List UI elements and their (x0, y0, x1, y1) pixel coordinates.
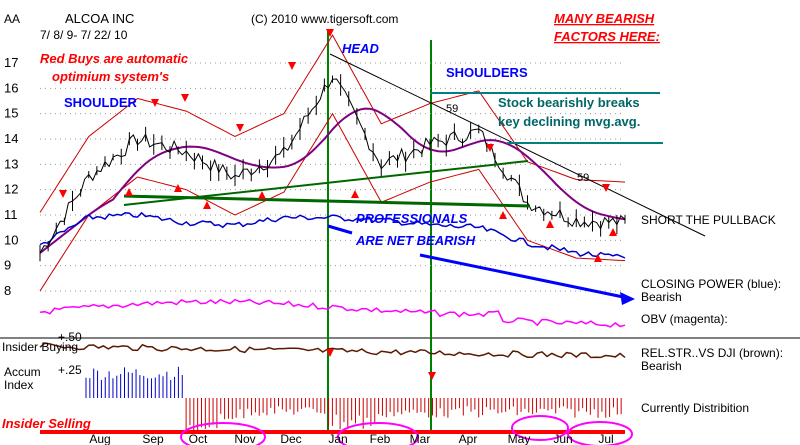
down-trendline (329, 53, 706, 237)
label-obv: OBV (magenta): (641, 312, 728, 326)
label-relstr-1: REL.STR..VS DJI (brown): (641, 346, 783, 360)
label-insider-selling: Insider Selling (2, 416, 91, 431)
sell-arrow (181, 94, 189, 102)
accum-histogram (85, 366, 622, 433)
y-tick-label: 17 (4, 55, 18, 70)
y-tick-label: 14 (4, 131, 18, 146)
annotation-head: HEAD (342, 41, 379, 56)
annotation-breaks-2: key declining mvg.avg. (498, 114, 640, 129)
label-relstr-2: Bearish (641, 359, 682, 373)
x-tick-label: Dec (280, 432, 301, 445)
label-distribution: Currently Distribition (641, 401, 749, 415)
label-closing-power-2: Bearish (641, 290, 682, 304)
annotation-breaks-1: Stock bearishly breaks (498, 95, 640, 110)
sell-arrow (326, 29, 334, 37)
label-closing-power-1: CLOSING POWER (blue): (641, 277, 781, 291)
distribution-circles (180, 415, 633, 445)
label-insider-buying: Insider Buying (2, 340, 78, 354)
y-tick-label: 15 (4, 106, 18, 121)
professionals-arrow (327, 224, 353, 235)
sell-arrow (602, 184, 610, 192)
buy-arrow (351, 190, 359, 198)
y-tick-label: 8 (4, 283, 11, 298)
signal-arrows (59, 29, 617, 380)
distribution-circle (337, 422, 419, 445)
x-tick-label: Aug (89, 432, 110, 445)
annotation-red-buys: Red Buys are automatic (40, 51, 189, 66)
x-tick-label: Jul (598, 432, 613, 445)
x-tick-label: Sep (142, 432, 164, 445)
y-tick-label: 11 (4, 207, 18, 222)
closing-power-line (39, 211, 626, 259)
y-tick-label: 12 (4, 182, 18, 197)
label-accum-25: +.25 (58, 363, 82, 377)
sell-arrow (428, 372, 436, 380)
y-tick-label: 10 (4, 232, 18, 247)
distribution-circle (567, 421, 633, 445)
ticker: AA (4, 12, 20, 26)
x-tick-label: Jan (328, 432, 347, 445)
label-accum-1: Accum (4, 365, 41, 379)
cp-trend-arrow (419, 253, 629, 300)
distribution-circle (180, 422, 266, 445)
annotation-shoulders-right: SHOULDERS (446, 65, 528, 80)
buy-arrow (203, 201, 211, 209)
price-series (39, 74, 626, 262)
buy-arrow (174, 184, 182, 192)
x-tick-label: May (508, 432, 531, 445)
cp-trend-arrowhead (620, 292, 635, 305)
x-tick-label: Nov (234, 432, 255, 445)
annotation-bearish-2: FACTORS HERE: (554, 29, 660, 44)
relstr-line (39, 342, 626, 359)
buy-arrow (594, 254, 602, 262)
date-range: 7/ 8/ 9- 7/ 22/ 10 (40, 28, 128, 42)
label-accum-2: Index (4, 378, 33, 392)
x-tick-label: Oct (189, 432, 208, 445)
label-59-b: 59 (577, 172, 589, 184)
buy-arrow (499, 211, 507, 219)
closing-power-series (39, 211, 626, 259)
sell-arrow (151, 99, 159, 107)
company-name: ALCOA INC (65, 11, 134, 26)
obv-line (39, 298, 626, 328)
rising-neckline (123, 160, 529, 206)
x-tick-label: Jun (553, 432, 572, 445)
buy-arrow (546, 220, 554, 228)
sell-arrow (486, 144, 494, 152)
ma-line (39, 107, 626, 254)
x-tick-label: Feb (370, 432, 391, 445)
annotation-professionals-1: PROFESSIONALS (356, 211, 468, 226)
sell-arrow (236, 124, 244, 132)
sell-arrow (59, 190, 67, 198)
y-axis: 17 16 15 14 13 12 11 10 9 8 (4, 55, 18, 298)
x-axis: Aug Sep Oct Nov Dec Jan Feb Mar Apr May Jun Jul (89, 432, 613, 445)
obv-line (39, 298, 626, 328)
y-tick-label: 13 (4, 156, 18, 171)
trendlines (123, 53, 706, 305)
annotation-optimum: optimium system's (52, 69, 169, 84)
buy-arrow (125, 188, 133, 196)
sell-arrow (288, 62, 296, 70)
relstr-line (39, 342, 626, 359)
x-tick-label: Apr (459, 432, 478, 445)
y-tick-label: 9 (4, 258, 11, 273)
buy-arrow (258, 191, 266, 199)
lower-band (39, 112, 626, 292)
moving-average (39, 107, 626, 254)
x-tick-label: Mar (410, 432, 431, 445)
buy-arrow (609, 228, 617, 236)
annotation-shoulder-left: SHOULDER (64, 95, 138, 110)
label-59-a: 59 (446, 103, 458, 115)
annotation-professionals-2: ARE NET BEARISH (355, 233, 476, 248)
sell-arrow (326, 349, 334, 357)
copyright: (C) 2010 www.tigersoft.com (251, 12, 398, 26)
y-tick-label: 16 (4, 80, 18, 95)
annotation-short-pullback: SHORT THE PULLBACK (641, 213, 776, 227)
label-accum-50: +.50 (58, 330, 82, 344)
distribution-circle (511, 415, 569, 441)
annotation-bearish-1: MANY BEARISH (554, 11, 655, 26)
